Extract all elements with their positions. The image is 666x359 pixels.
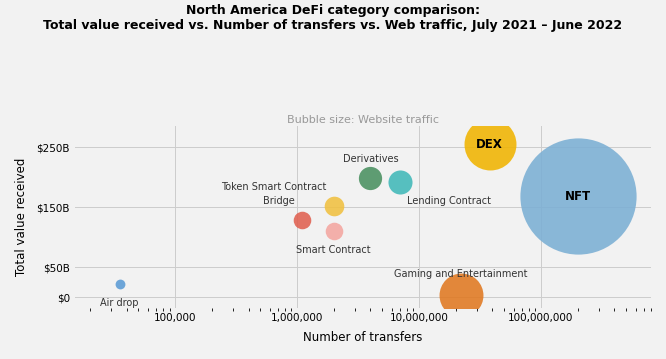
Point (328, 203, 339, 209)
Text: Smart Contract: Smart Contract (296, 245, 371, 255)
Y-axis label: Total value received: Total value received (15, 158, 28, 276)
Text: Lending Contract: Lending Contract (407, 196, 491, 206)
Title: Bubble size: Website traffic: Bubble size: Website traffic (287, 116, 439, 125)
Text: North America DeFi category comparison:
Total value received vs. Number of trans: North America DeFi category comparison: … (43, 4, 623, 32)
Point (365, 176, 376, 181)
Point (484, 141, 495, 147)
Text: Token Smart Contract: Token Smart Contract (221, 182, 327, 192)
Text: Derivatives: Derivatives (342, 154, 398, 164)
Text: NFT: NFT (565, 190, 591, 203)
Point (328, 228, 339, 234)
Point (456, 292, 466, 298)
Point (297, 218, 308, 223)
Point (395, 179, 406, 185)
Point (115, 281, 125, 287)
X-axis label: Number of transfers: Number of transfers (303, 331, 422, 344)
Text: Bridge: Bridge (264, 196, 295, 206)
Point (572, 194, 583, 199)
Text: DEX: DEX (476, 138, 503, 151)
Text: Gaming and Entertainment: Gaming and Entertainment (394, 269, 527, 279)
Text: Air drop: Air drop (101, 298, 139, 308)
